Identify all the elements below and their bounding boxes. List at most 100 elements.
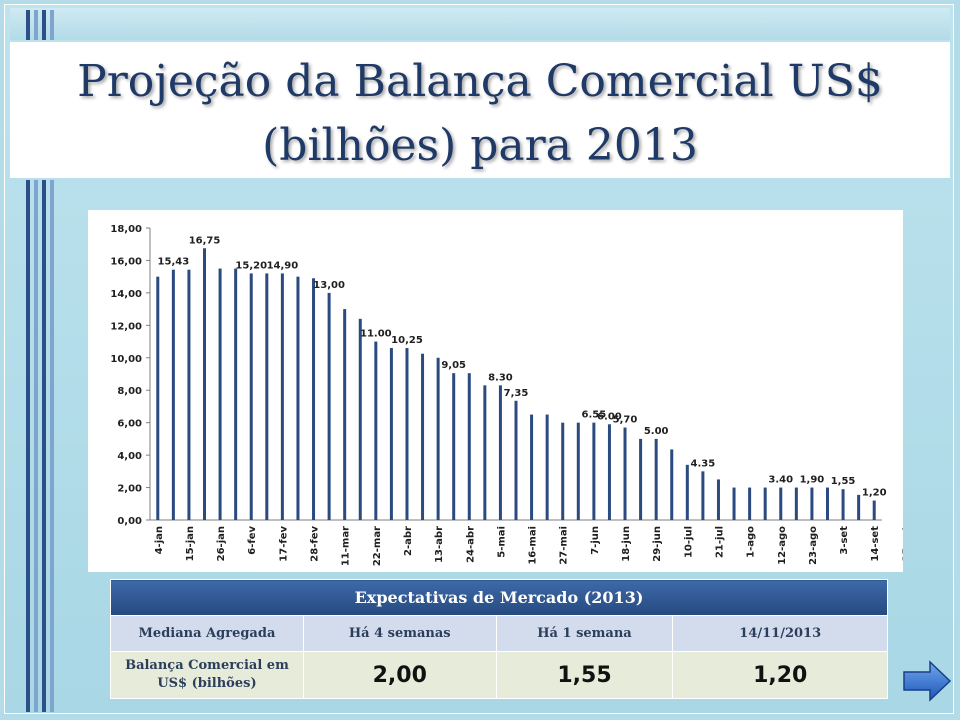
x-tick-label: 26-jan — [216, 526, 227, 561]
x-tick-label: 6-fev — [247, 526, 258, 555]
y-tick-label: 14,00 — [110, 289, 142, 300]
bar — [545, 414, 549, 520]
data-label: 15,43 — [158, 257, 190, 268]
next-slide-button[interactable] — [902, 660, 952, 702]
column-header-1-semana: Há 1 semana — [495, 615, 674, 652]
bar — [234, 268, 238, 520]
y-tick-label: 12,00 — [110, 321, 142, 332]
x-tick-label: 15-jan — [185, 526, 196, 561]
bar — [872, 500, 876, 520]
x-tick-label: 18-jun — [621, 526, 632, 562]
data-label: 7,35 — [504, 388, 529, 399]
chart-panel: 0,00 2,00 4,00 6,00 8,00 10,00 12,00 14,00 16,00… — [88, 210, 903, 572]
x-tick-label: 7-jun — [590, 526, 601, 555]
x-tick-label: 22-mar — [372, 526, 383, 566]
x-tick-label: 4-jan — [154, 526, 165, 554]
arrow-right-icon[interactable] — [902, 660, 952, 702]
bar — [265, 273, 269, 520]
y-tick-label: 6,00 — [117, 419, 142, 430]
data-label: 4.35 — [691, 458, 716, 469]
data-label: 10,25 — [391, 335, 423, 346]
bar — [483, 385, 487, 520]
bar — [857, 494, 861, 520]
bar — [841, 489, 845, 520]
y-tick-label: 2,00 — [117, 484, 142, 495]
bar — [280, 273, 284, 520]
x-tick-label: 13-abr — [434, 526, 445, 563]
bar — [654, 438, 658, 520]
bar — [685, 464, 689, 520]
data-label: 3.40 — [768, 475, 793, 486]
y-tick-label: 8,00 — [117, 386, 142, 397]
bar — [467, 373, 471, 520]
bar — [389, 348, 393, 520]
bar — [561, 422, 565, 520]
row-label: Balança Comercial em US$ (bilhões) — [110, 651, 304, 699]
bar — [639, 438, 643, 520]
bar — [732, 487, 736, 520]
bar — [623, 427, 627, 520]
decor-bar — [34, 180, 38, 712]
top-strip — [10, 8, 950, 40]
bar — [296, 276, 300, 520]
bar — [312, 278, 316, 520]
bar — [327, 292, 331, 520]
bar — [810, 487, 814, 520]
data-label: 14,90 — [267, 260, 299, 271]
bar — [748, 487, 752, 520]
decor-bar — [42, 10, 46, 40]
decor-bar — [26, 180, 30, 712]
bar — [405, 348, 409, 520]
x-tick-label: 11-mar — [341, 526, 352, 566]
bar — [343, 309, 347, 520]
bar — [452, 373, 456, 520]
bar — [514, 400, 518, 520]
bar — [794, 487, 798, 520]
bar — [779, 487, 783, 520]
bar — [530, 414, 534, 520]
bar — [187, 269, 191, 520]
x-tick-label: 28-fev — [310, 526, 321, 562]
bar — [218, 268, 222, 520]
decor-bar — [34, 10, 38, 40]
y-tick-label: 10,00 — [110, 354, 142, 365]
title-band — [10, 42, 950, 178]
column-header-4-semanas: Há 4 semanas — [302, 615, 497, 652]
x-tick-label: 10-jul — [683, 526, 694, 558]
bar — [763, 487, 767, 520]
x-tick-label: 14-set — [870, 526, 881, 562]
x-tick-label: 21-jul — [714, 526, 725, 558]
data-label: 5.00 — [644, 426, 669, 437]
y-tick-label: 18,00 — [110, 224, 142, 235]
bar — [498, 385, 502, 520]
x-tick-label: 25-set — [901, 526, 903, 562]
bar — [374, 341, 378, 520]
x-tick-label: 16-mai — [528, 526, 539, 565]
decor-bar — [26, 10, 30, 40]
bar — [436, 357, 440, 520]
x-tick-label: 3-set — [839, 526, 850, 555]
data-label: 8.30 — [488, 372, 513, 383]
data-label: 1,55 — [831, 476, 856, 487]
decor-bar — [50, 180, 54, 712]
y-tick-label: 16,00 — [110, 256, 142, 267]
decor-bar — [50, 10, 54, 40]
data-label: 9,05 — [441, 360, 466, 371]
decor-bar — [42, 180, 46, 712]
data-label: 16,75 — [189, 235, 221, 246]
bar — [421, 353, 425, 520]
table-header: Expectativas de Mercado (2013) — [110, 579, 888, 616]
column-header-date: 14/11/2013 — [672, 615, 888, 652]
bar — [592, 422, 596, 520]
y-tick-label: 4,00 — [117, 451, 142, 462]
data-label: 13,00 — [313, 280, 345, 291]
bar — [156, 276, 160, 520]
data-label: 6.00 — [597, 411, 622, 422]
bar — [203, 248, 207, 520]
value-current: 1,20 — [672, 651, 888, 699]
bar — [249, 273, 253, 520]
x-tick-label: 1-ago — [746, 526, 757, 558]
bar-chart: 0,00 2,00 4,00 6,00 8,00 10,00 12,00 14,00 16,00… — [110, 224, 903, 566]
column-header-mediana: Mediana Agregada — [110, 615, 304, 652]
bar — [701, 471, 705, 520]
